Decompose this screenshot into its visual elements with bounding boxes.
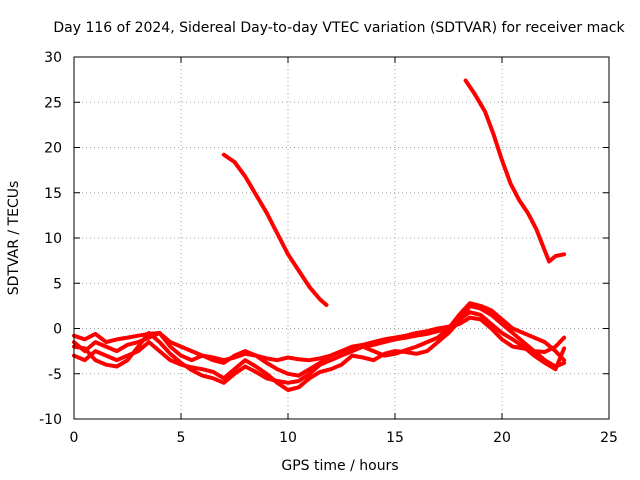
y-tick-label: 0 (53, 322, 62, 338)
y-tick-label: 15 (44, 186, 62, 202)
x-tick-label: 15 (386, 430, 404, 446)
x-axis-label: GPS time / hours (281, 458, 398, 474)
x-tick-label: 20 (493, 430, 511, 446)
axis-ticks (73, 56, 610, 420)
x-tick-label: 5 (177, 430, 186, 446)
y-tick-label: -10 (39, 412, 62, 428)
x-tick-label: 25 (600, 430, 618, 446)
series-band-b (72, 303, 567, 392)
y-tick-label: 10 (44, 231, 62, 247)
y-tick-label: 25 (44, 95, 62, 111)
data-series-group (72, 78, 567, 392)
axis-tick-labels: 0 5 10 15 20 25 -10 -5 0 5 10 15 20 25 30 (39, 50, 618, 446)
y-tick-label: 30 (44, 50, 62, 66)
series-rising-arc-1 (221, 152, 329, 307)
grid-lines (74, 57, 609, 419)
chart-title: Day 116 of 2024, Sidereal Day-to-day VTE… (53, 20, 625, 36)
y-tick-label: 20 (44, 141, 62, 157)
series-band-d (72, 310, 567, 385)
series-rising-arc-2 (463, 78, 567, 264)
y-axis-label: SDTVAR / TECUs (6, 181, 22, 296)
x-tick-label: 0 (70, 430, 79, 446)
y-tick-label: 5 (53, 276, 62, 292)
y-tick-label: -5 (48, 367, 62, 383)
x-tick-label: 10 (279, 430, 297, 446)
